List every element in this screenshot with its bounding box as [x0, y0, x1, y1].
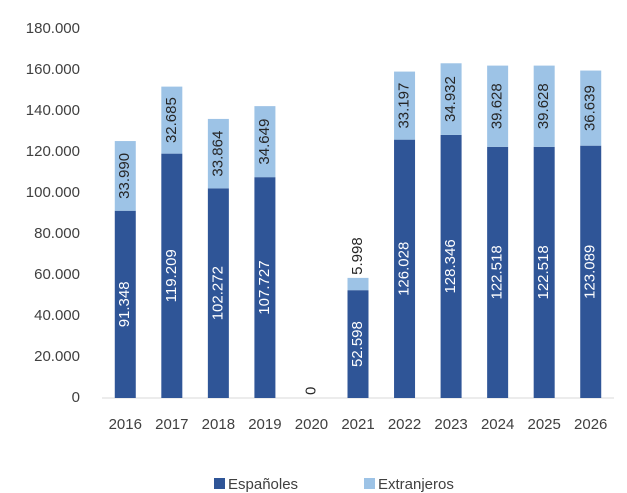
x-tick-label: 2025 — [527, 416, 560, 433]
y-tick-label: 180.000 — [26, 20, 80, 37]
bar-segment — [347, 277, 369, 291]
y-tick-label: 60.000 — [34, 266, 80, 283]
data-label: 34.649 — [256, 119, 273, 165]
bar-segment — [207, 118, 229, 189]
bar-segment — [440, 63, 462, 135]
data-label: 123.089 — [582, 245, 599, 299]
y-tick-label: 20.000 — [34, 348, 80, 365]
data-label: 122.518 — [489, 245, 506, 299]
bar-segment — [394, 71, 416, 140]
data-label: 36.639 — [582, 85, 599, 131]
x-tick-label: 2021 — [341, 416, 374, 433]
bar-segment — [440, 134, 462, 399]
data-label: 91.348 — [116, 281, 133, 327]
data-label: 33.990 — [116, 153, 133, 199]
bar-segment — [533, 65, 555, 147]
x-tick-label: 2017 — [155, 416, 188, 433]
data-label: 39.628 — [535, 83, 552, 129]
bar-segment — [394, 139, 416, 399]
data-label: 34.932 — [442, 76, 459, 122]
bar-segment — [580, 145, 602, 398]
data-label: 0 — [302, 387, 319, 395]
legend-label: Españoles — [228, 476, 298, 493]
bar-segment — [347, 290, 369, 398]
bar-segment — [487, 65, 509, 147]
bar-segment — [161, 86, 183, 154]
x-tick-label: 2020 — [295, 416, 328, 433]
bar-segment — [207, 188, 229, 398]
bar-segment — [533, 146, 555, 398]
x-tick-label: 2023 — [434, 416, 467, 433]
data-label: 5.998 — [349, 237, 366, 275]
y-tick-label: 160.000 — [26, 61, 80, 78]
x-tick-label: 2016 — [109, 416, 142, 433]
bar-segment — [580, 70, 602, 146]
legend-swatch — [214, 478, 225, 489]
data-label: 33.197 — [396, 83, 413, 129]
data-label: 128.346 — [442, 239, 459, 293]
data-label: 119.209 — [163, 249, 180, 302]
x-tick-label: 2026 — [574, 416, 607, 433]
x-tick-label: 2024 — [481, 416, 514, 433]
data-label: 126.028 — [396, 242, 413, 296]
y-tick-label: 40.000 — [34, 307, 80, 324]
bar-segment — [487, 146, 509, 398]
y-tick-label: 140.000 — [26, 102, 80, 119]
y-tick-label: 0 — [72, 389, 80, 406]
data-label: 122.518 — [535, 245, 552, 299]
data-label: 102.272 — [209, 266, 226, 320]
bar-segment — [254, 177, 276, 398]
data-label: 32.685 — [163, 97, 180, 143]
legend-swatch — [364, 478, 375, 489]
bar-segment — [114, 141, 136, 211]
x-tick-label: 2022 — [388, 416, 421, 433]
bar-segment — [114, 210, 136, 398]
data-label: 52.598 — [349, 321, 366, 367]
bar-segment — [254, 106, 276, 178]
y-tick-label: 120.000 — [26, 143, 80, 160]
data-label: 33.864 — [209, 131, 226, 177]
x-tick-label: 2018 — [202, 416, 235, 433]
legend-label: Extranjeros — [378, 476, 454, 493]
data-label: 107.727 — [256, 260, 273, 314]
y-tick-label: 80.000 — [34, 225, 80, 242]
y-tick-label: 100.000 — [26, 184, 80, 201]
bar-segment — [161, 153, 183, 398]
data-label: 39.628 — [489, 83, 506, 129]
x-tick-label: 2019 — [248, 416, 281, 433]
